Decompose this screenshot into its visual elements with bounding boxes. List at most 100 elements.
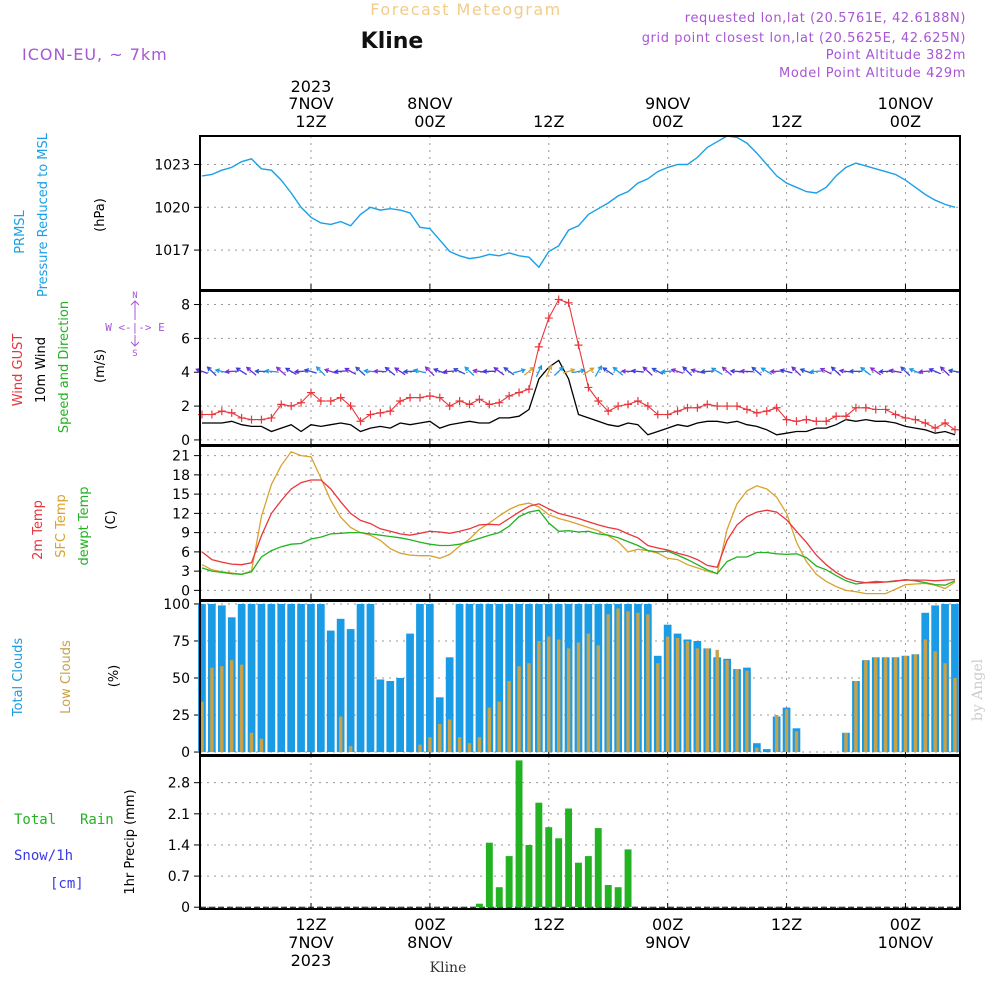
total-clouds-label: Total Clouds [11,638,26,718]
arrow-head [344,367,350,373]
wind-direction-arrow [751,366,762,376]
gust-marker [356,417,365,426]
top-time-label: 00Z [652,112,683,131]
low-cloud-bar [745,670,749,752]
gust-marker [485,400,494,409]
gust-marker [881,405,890,414]
wind-direction-arrow [513,368,527,374]
wind-direction-arrow [424,366,435,377]
arrow-head [690,368,696,374]
bottom-time-label: 8NOV [407,933,452,952]
gust-marker [861,403,870,412]
y-tick-label: 2.8 [168,776,190,792]
low-cloud-bar [864,660,868,752]
wind-direction-arrow [275,366,287,376]
arrow-head [830,366,836,372]
snow-label: Snow/1h [14,848,73,864]
arrow-head [412,368,419,374]
arrow-head [537,364,543,370]
gust-marker [544,314,553,323]
compass-s: S [132,349,137,359]
wind-direction-arrow [830,366,841,376]
wind-direction-arrow [384,366,396,376]
wind-direction-arrow [562,368,576,374]
top-time-label: 9NOV [645,94,690,113]
total-cloud-bar [326,630,335,752]
low-cloud-bar [566,648,571,753]
low-cloud-bar [606,614,610,752]
wind-direction-arrow [523,366,535,376]
low-cloud-bar [685,641,690,753]
low-cloud-bar [725,660,729,752]
wind-direction-arrow [372,368,387,374]
author-signature: by Angel [970,658,986,721]
gust-marker [415,393,424,402]
wind-direction-arrow [769,369,783,374]
arrow-head [939,366,945,372]
low-cloud-bar [348,746,353,752]
low-cloud-bar [913,654,918,752]
y-tick-label: 0 [181,900,190,916]
total-cloud-bar [465,604,474,753]
arrow-head [214,368,220,374]
arrow-head [432,368,439,373]
gust-marker [723,402,732,411]
arrow-head [612,366,618,372]
arrow-shaft [652,367,664,375]
arrow-shaft [503,367,515,376]
total-cloud-bar [485,604,494,753]
gust-marker [515,388,524,397]
gust-marker [534,342,543,351]
arrow-shaft [394,367,406,376]
arrow-head [630,368,636,374]
arrow-shaft [900,366,911,377]
compass-icon [130,300,140,347]
pressure-unit: (hPa) [93,198,108,232]
arrow-shaft [404,370,417,373]
y-tick-label: 2.1 [168,807,190,823]
y-tick-label: 1020 [154,200,190,216]
low-cloud-bar [933,651,937,752]
arrow-shaft [929,368,941,375]
gust-marker [267,413,276,422]
gust-marker [693,403,702,412]
arrow-head [275,366,281,372]
low-cloud-bar [467,743,472,753]
arrow-head [559,366,564,372]
gust-marker [257,415,266,424]
gust-marker [802,415,811,424]
total-cloud-bar [257,604,266,753]
arrow-head [363,368,369,374]
gust-marker [762,407,771,416]
wind-direction-arrow [739,368,753,374]
arrow-head [642,366,648,372]
wind-direction-arrow [878,368,892,374]
arrow-head [520,368,527,374]
wind-direction-arrow [791,366,802,377]
arrow-head [235,367,241,373]
grid-point-coords: grid point closest lon,lat (20.5625E, 42… [642,31,966,46]
rain-bar [575,862,582,908]
bottom-time-label: 00Z [652,915,683,934]
low-cloud-bar [230,660,234,752]
gust-marker [376,408,385,417]
gust-marker [316,397,325,405]
arrow-shaft [355,366,366,376]
total-cloud-bar [406,633,414,753]
gust-marker [941,419,950,427]
wind-direction-arrow [917,369,932,375]
low-cloud-bar [646,614,650,752]
bottom-time-label: 2023 [291,951,332,970]
gust-marker [772,403,781,412]
arrow-head [355,366,361,372]
arrow-head [751,366,757,372]
arrow-shaft [722,366,733,376]
arrow-head [791,366,797,372]
t2m-line [201,479,956,584]
gust-marker [435,393,444,402]
low-cloud-bar [487,707,491,752]
bottom-time-label: 12Z [771,915,802,934]
arrow-shaft [562,368,575,374]
wind-direction-arrow [293,369,308,375]
